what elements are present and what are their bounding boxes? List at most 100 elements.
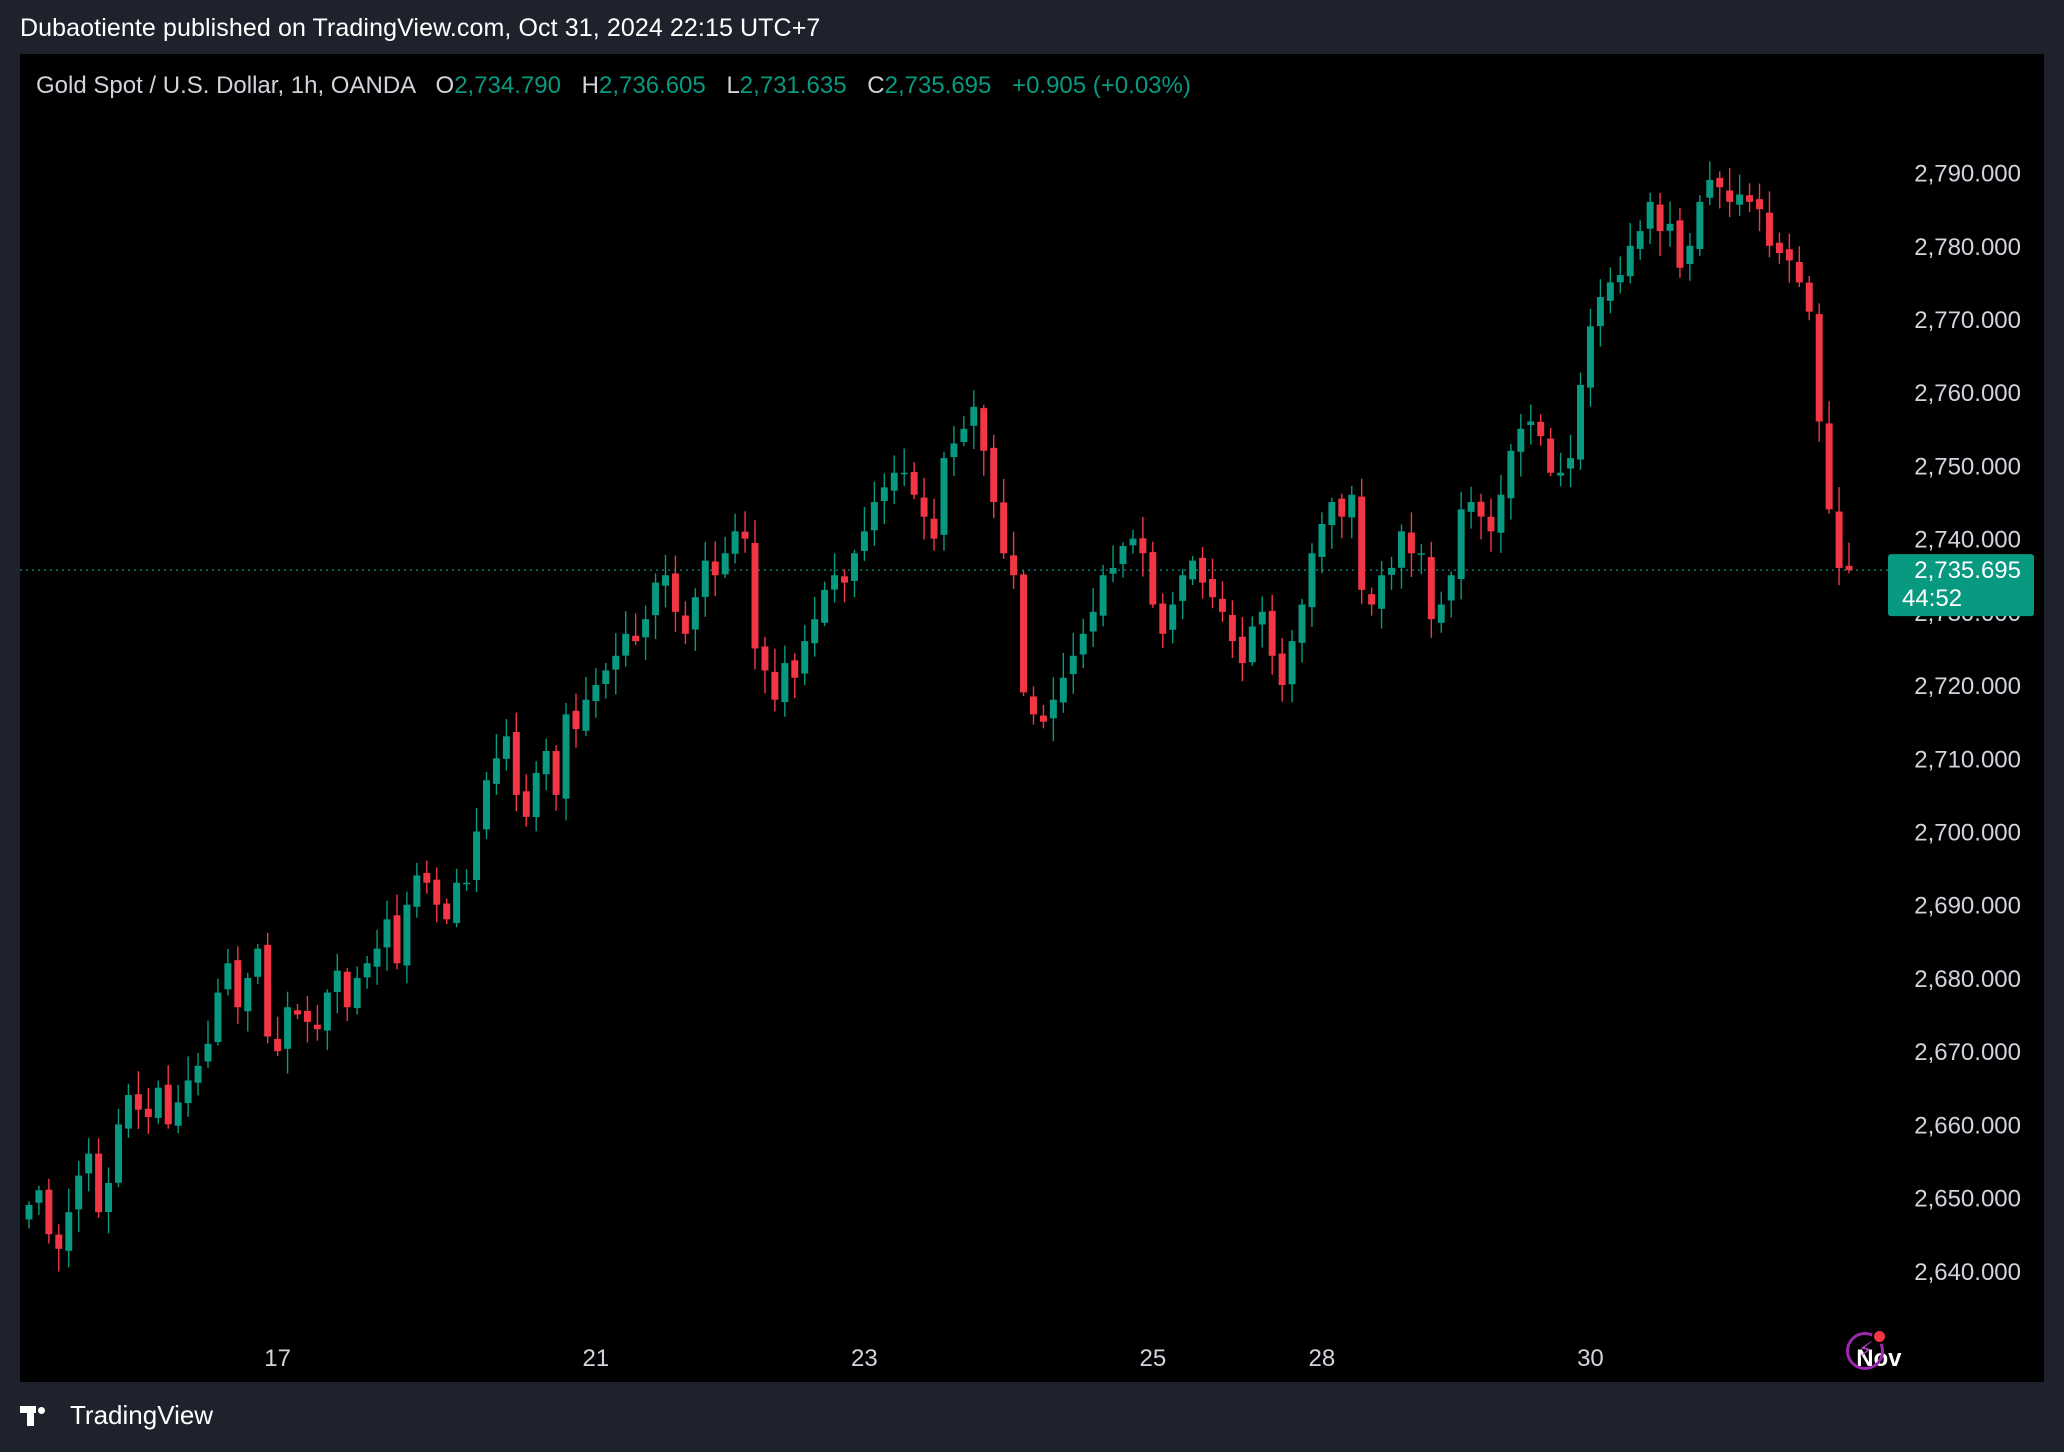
price-axis-label: 2,780.000 xyxy=(1914,234,2021,261)
candle-body xyxy=(1169,604,1177,630)
candle-body xyxy=(244,977,252,1012)
candle-body xyxy=(572,710,580,729)
candle-body xyxy=(1666,223,1674,231)
candle-body xyxy=(1228,614,1236,642)
candle-body xyxy=(274,1038,282,1052)
candle-body xyxy=(1049,699,1057,719)
candle-body xyxy=(721,553,729,575)
candle-body xyxy=(671,573,679,612)
candle-body xyxy=(105,1182,113,1213)
candle-body xyxy=(1099,575,1107,616)
candle-body xyxy=(880,487,888,502)
candle-body xyxy=(1189,560,1197,580)
price-axis-label: 2,680.000 xyxy=(1914,966,2021,993)
candle-body xyxy=(761,646,769,671)
chart-pane[interactable]: 2,640.000 2,650.000 2,660.000 2,670.000 2,68… xyxy=(20,54,2044,1382)
candle-body xyxy=(393,915,401,964)
candle-body xyxy=(910,472,918,495)
candle-body xyxy=(771,671,779,700)
candle-body xyxy=(900,472,908,475)
candle-body xyxy=(1218,598,1226,612)
candle-body xyxy=(443,903,451,920)
candle-body xyxy=(1089,611,1097,632)
price-axis-label: 2,710.000 xyxy=(1914,746,2021,773)
candle-body xyxy=(801,641,809,674)
candle-body xyxy=(463,882,471,885)
candle-body xyxy=(214,992,222,1042)
candle-body xyxy=(1467,502,1475,512)
open-value: 2,734.790 xyxy=(454,72,561,99)
candle-body xyxy=(383,919,391,948)
candle-body xyxy=(980,408,988,451)
price-axis-label: 2,760.000 xyxy=(1914,380,2021,407)
candle-body xyxy=(1447,575,1455,601)
candle-body xyxy=(323,992,331,1031)
candle-body xyxy=(870,502,878,531)
candle-body xyxy=(254,948,262,977)
candle-body xyxy=(1209,579,1216,598)
change-value: +0.905 (+0.03%) xyxy=(1012,72,1191,99)
candle-body xyxy=(1179,575,1187,601)
candle-body xyxy=(1059,677,1067,703)
candle-body xyxy=(681,615,689,634)
candle-body xyxy=(940,458,948,535)
candle-body xyxy=(144,1108,152,1118)
candle-body xyxy=(1527,421,1535,426)
time-axis-label: 23 xyxy=(851,1345,878,1372)
candle-body xyxy=(75,1175,83,1210)
candle-body xyxy=(473,831,481,881)
price-axis-label: 2,660.000 xyxy=(1914,1112,2021,1139)
candle-body xyxy=(1507,450,1515,499)
bar-countdown: 44:52 xyxy=(1902,585,1962,612)
candle-body xyxy=(343,971,351,1008)
ohlc-legend: Gold Spot / U.S. Dollar, 1h, OANDA O2,73… xyxy=(36,72,1191,100)
close-label: C xyxy=(867,72,885,99)
footer-brand[interactable]: TradingView xyxy=(20,1400,213,1431)
candle-body xyxy=(1348,494,1356,518)
candle-body xyxy=(1000,502,1008,554)
candle-body xyxy=(512,732,520,795)
candle-body xyxy=(353,977,361,1009)
candle-body xyxy=(1795,262,1803,283)
candle-body xyxy=(642,619,650,638)
lightning-bolt-icon[interactable]: ⚡ xyxy=(1846,1329,1887,1370)
candle-body xyxy=(622,633,630,656)
candle-body xyxy=(781,663,789,703)
candle-body xyxy=(731,531,739,554)
candle-body xyxy=(1845,565,1853,571)
candle-body xyxy=(1517,428,1525,452)
candle-body xyxy=(25,1204,33,1220)
time-axis-label: 25 xyxy=(1139,1345,1166,1372)
candle-body xyxy=(1636,231,1644,249)
candle-body xyxy=(920,497,928,517)
candle-body xyxy=(632,635,640,642)
candle-body xyxy=(1437,604,1445,623)
candle-body xyxy=(65,1212,73,1251)
candle-body xyxy=(1318,524,1326,557)
candle-body xyxy=(691,597,699,630)
time-axis-label: 17 xyxy=(264,1345,291,1372)
candle-body xyxy=(602,670,610,685)
candle-body xyxy=(1069,655,1077,675)
candle-body xyxy=(1278,653,1286,686)
candle-body xyxy=(1726,190,1734,202)
open-label: O xyxy=(435,72,455,99)
candle-body xyxy=(1586,326,1594,388)
candle-body xyxy=(363,963,371,978)
candle-body xyxy=(194,1065,202,1083)
candlestick-plot[interactable]: 2,640.000 2,650.000 2,660.000 2,670.000 2,68… xyxy=(20,54,2044,1382)
candle-body xyxy=(1119,545,1127,565)
candle-body xyxy=(532,772,540,818)
candle-body xyxy=(502,736,510,759)
candle-body xyxy=(1268,610,1276,656)
candle-body xyxy=(711,561,719,576)
candle-body xyxy=(1736,194,1744,205)
candle-body xyxy=(174,1102,182,1126)
candle-body xyxy=(662,575,669,586)
symbol-label[interactable]: Gold Spot / U.S. Dollar, 1h, OANDA xyxy=(36,72,415,99)
candle-body xyxy=(1328,502,1336,526)
candle-body xyxy=(1805,282,1813,312)
candle-body xyxy=(562,714,570,799)
candle-body xyxy=(45,1189,53,1235)
candle-body xyxy=(1039,715,1047,722)
